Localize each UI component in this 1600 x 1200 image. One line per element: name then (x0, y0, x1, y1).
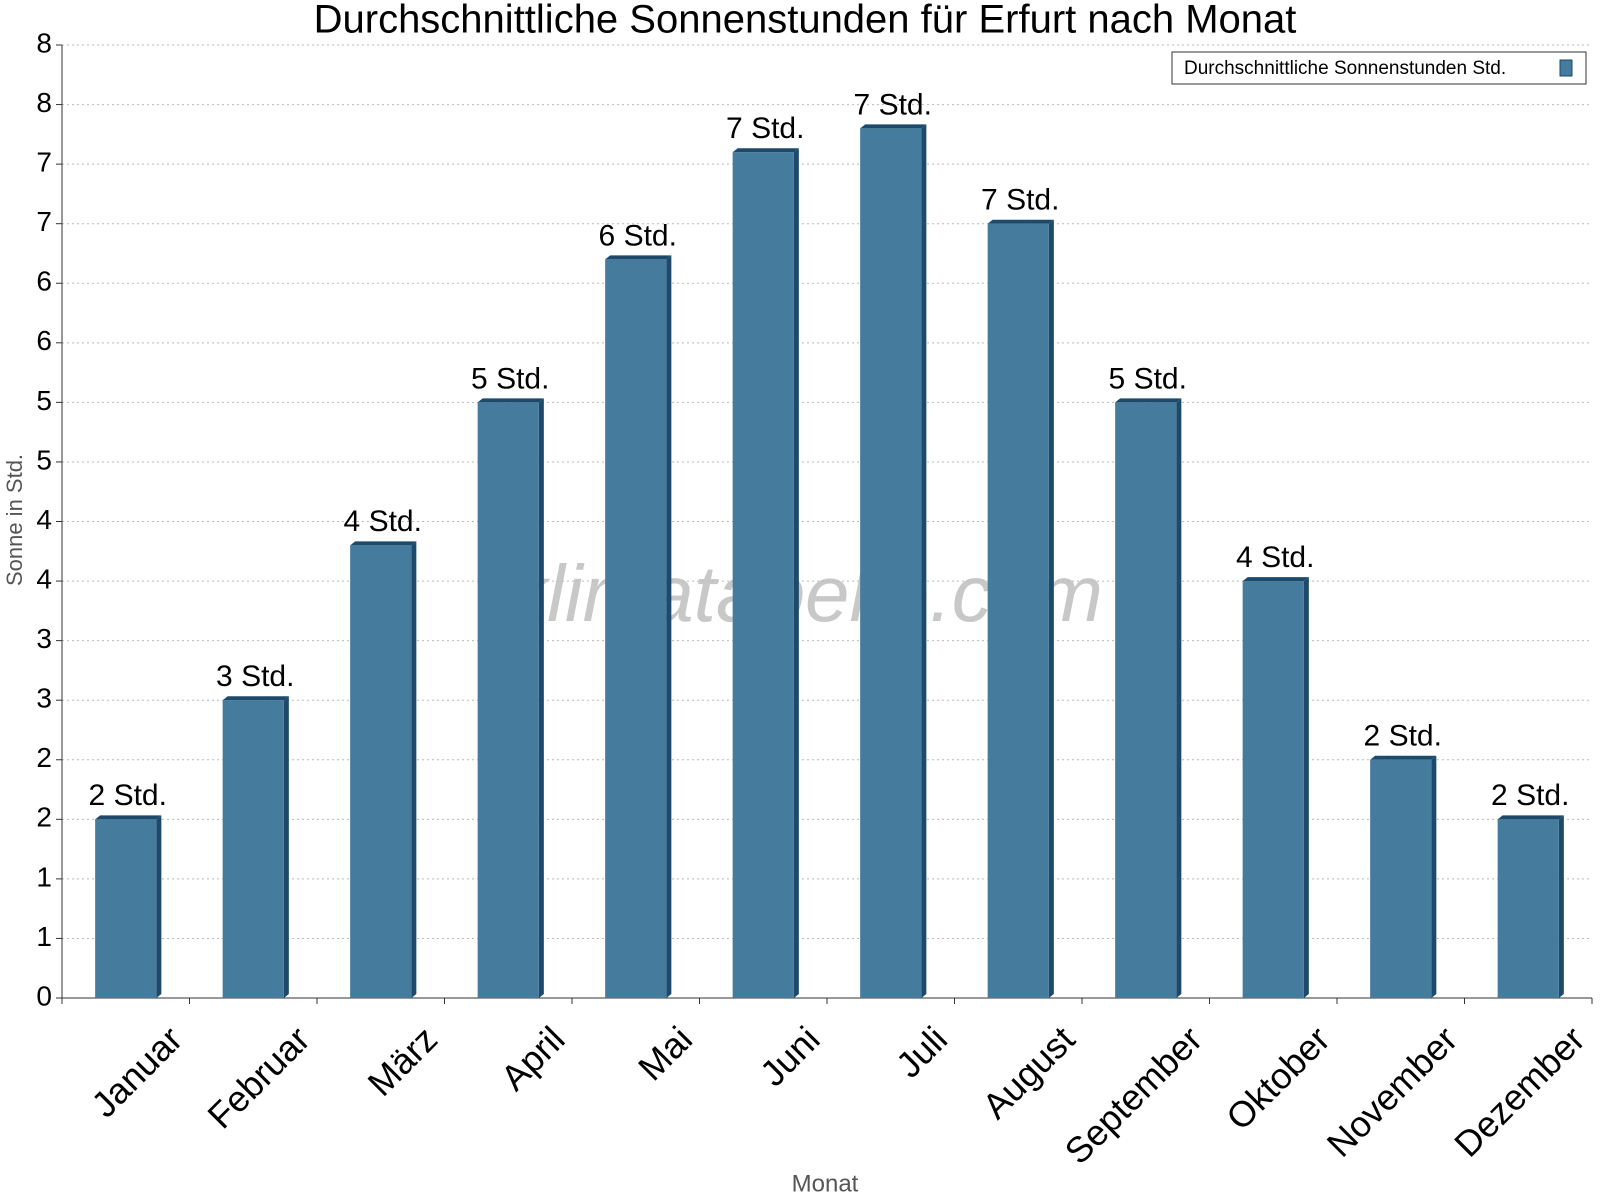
y-tick-label: 8 (36, 87, 52, 118)
y-tick-label: 5 (36, 385, 52, 416)
bar-side (1048, 219, 1054, 998)
value-label: 6 Std. (599, 219, 677, 252)
bar-top (732, 148, 799, 153)
x-tick-label: Juni (752, 1018, 828, 1094)
y-tick-label: 1 (36, 921, 52, 952)
bar-top (477, 398, 544, 403)
y-tick-label: 8 (36, 27, 52, 58)
value-label: 5 Std. (1109, 362, 1187, 395)
bar-top (605, 255, 672, 260)
value-label: 7 Std. (854, 88, 932, 121)
chart-title: Durchschnittliche Sonnenstunden für Erfu… (314, 0, 1297, 42)
bar (95, 819, 157, 998)
x-tick-label: März (360, 1018, 446, 1104)
value-label: 3 Std. (216, 660, 294, 693)
legend-swatch (1559, 59, 1573, 77)
x-tick-label: November (1319, 1018, 1465, 1164)
x-tick-label: August (974, 1018, 1082, 1126)
value-label: 7 Std. (726, 112, 804, 145)
y-tick-label: 4 (36, 563, 52, 594)
bar-side (921, 124, 927, 998)
legend: Durchschnittliche Sonnenstunden Std. (1171, 51, 1587, 85)
bar-side (666, 255, 672, 999)
bar-top (1115, 398, 1182, 403)
y-tick-label: 7 (36, 147, 52, 178)
bar (1242, 581, 1304, 998)
legend-label: Durchschnittliche Sonnenstunden Std. (1184, 58, 1506, 79)
y-tick-label: 2 (36, 802, 52, 833)
bar-top (860, 124, 927, 129)
value-label: 5 Std. (471, 362, 549, 395)
x-tick-label: April (493, 1018, 573, 1098)
y-tick-label: 5 (36, 444, 52, 475)
bar-top (1242, 577, 1309, 582)
bar-side (1431, 755, 1437, 998)
bar-top (987, 219, 1054, 224)
y-tick-label: 2 (36, 742, 52, 773)
bar-side (156, 815, 162, 998)
x-tick-label: Mai (630, 1018, 700, 1088)
bar-side (1558, 815, 1564, 998)
bar-top (350, 541, 417, 546)
y-tick-label: 0 (36, 980, 52, 1011)
bar-side (283, 696, 289, 998)
y-tick-label: 3 (36, 683, 52, 714)
x-axis-label: Monat (792, 1170, 859, 1197)
x-tick-label: Februar (199, 1018, 317, 1136)
y-tick-label: 6 (36, 325, 52, 356)
y-tick-label: 4 (36, 504, 52, 535)
value-label: 4 Std. (1236, 541, 1314, 574)
x-tick-label: Dezember (1446, 1018, 1592, 1164)
value-label: 2 Std. (89, 779, 167, 812)
y-tick-label: 1 (36, 861, 52, 892)
legend-box (1171, 51, 1587, 85)
value-label: 4 Std. (344, 505, 422, 538)
bar (1370, 759, 1432, 998)
bar-top (1370, 755, 1437, 760)
x-tick-label: Januar (83, 1018, 190, 1125)
bar (860, 128, 922, 998)
bar-top (95, 815, 162, 820)
bar (732, 152, 794, 998)
x-tick-label: September (1057, 1018, 1211, 1172)
bar (477, 402, 539, 998)
bar-side (1303, 577, 1309, 998)
bar (1115, 402, 1177, 998)
value-label: 2 Std. (1364, 720, 1442, 753)
bar (605, 259, 667, 998)
y-axis-label: Sonne in Std. (2, 454, 27, 586)
value-label: 7 Std. (981, 184, 1059, 217)
bar (222, 700, 284, 998)
bar (1497, 819, 1559, 998)
bar-side (411, 541, 417, 998)
value-label: 2 Std. (1491, 779, 1569, 812)
y-tick-label: 3 (36, 623, 52, 654)
bar (350, 545, 412, 998)
y-tick-label: 6 (36, 266, 52, 297)
bar-side (1176, 398, 1182, 998)
bar-top (1497, 815, 1564, 820)
bar (987, 223, 1049, 998)
bar-side (538, 398, 544, 998)
y-tick-label: 7 (36, 206, 52, 237)
x-tick-label: Oktober (1218, 1018, 1338, 1138)
bar-side (793, 148, 799, 998)
x-tick-label: Juli (888, 1018, 955, 1085)
bar-top (222, 696, 289, 701)
